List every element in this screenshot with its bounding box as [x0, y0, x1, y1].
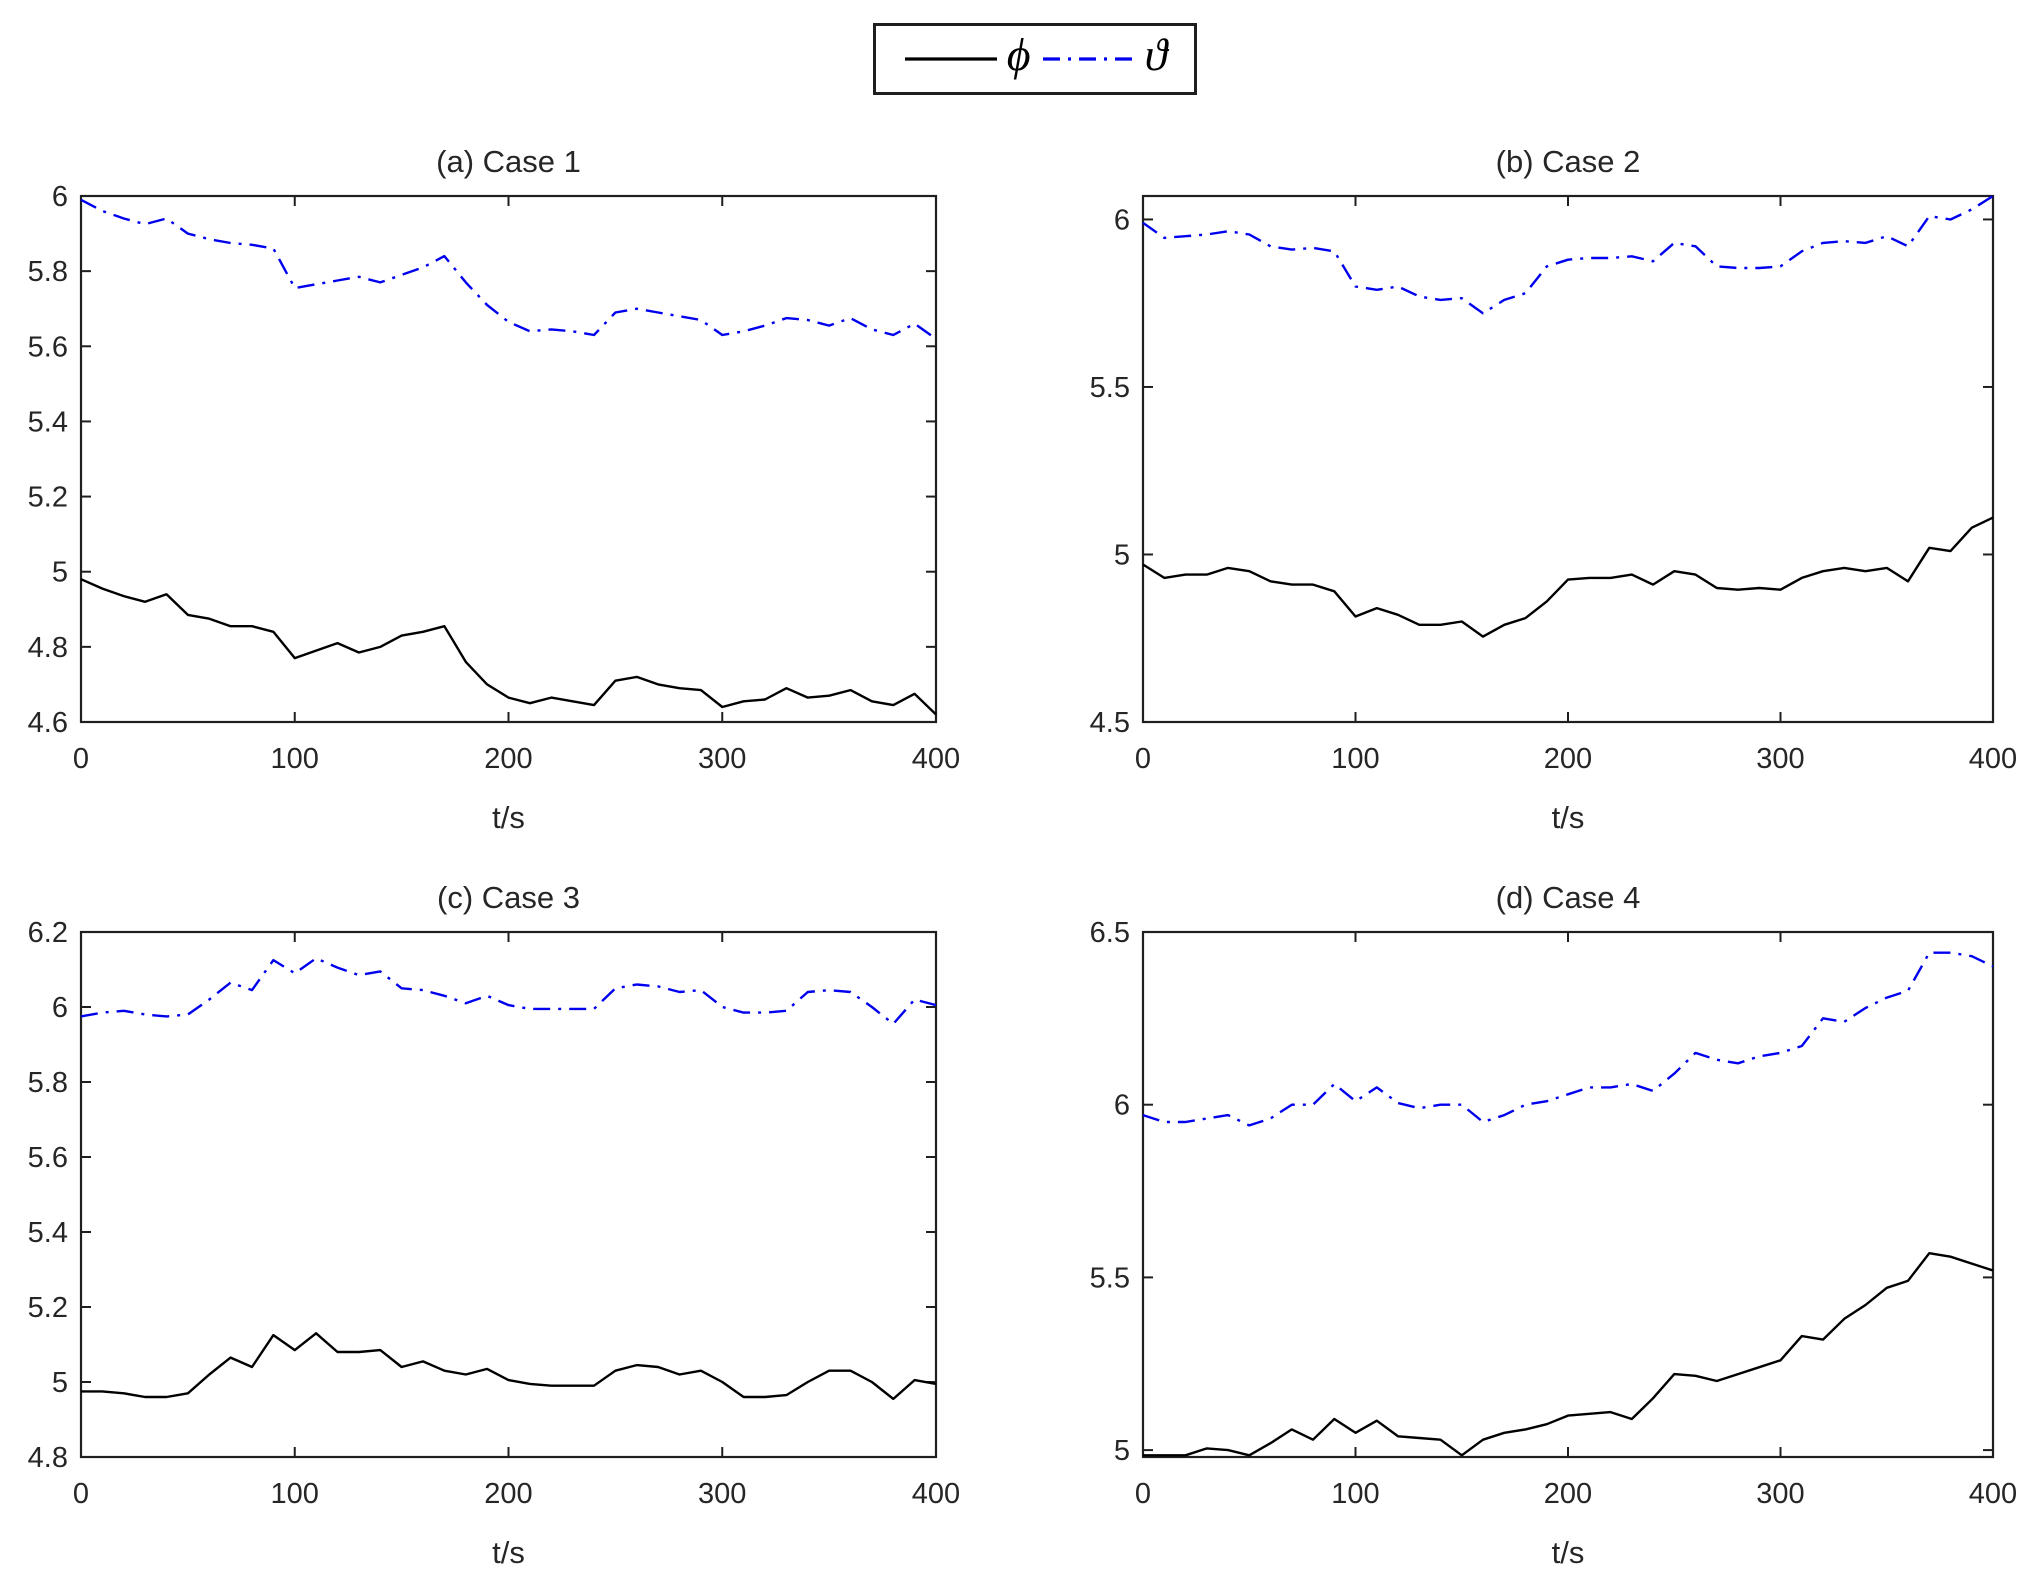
case1-vartheta-line — [80, 198, 937, 340]
x-tick-label: 200 — [484, 743, 532, 775]
x-tick-label: 300 — [1756, 743, 1804, 775]
y-tick-label: 5.8 — [28, 1067, 68, 1099]
y-tick-label: 5 — [1114, 1435, 1130, 1467]
x-tick-label: 0 — [73, 743, 89, 775]
x-tick-label: 400 — [1969, 743, 2017, 775]
x-tick-label: 300 — [1756, 1478, 1804, 1510]
x-axis-label-case4: t/s — [1552, 1535, 1585, 1570]
y-tick-label: 5.5 — [1090, 1262, 1130, 1294]
subplot-case3: (c) Case 3 t/s 0 100 200 300 400 4.8 5 5.2 5.4 5.6 5… — [28, 880, 961, 1570]
y-tick-label: 6.2 — [28, 917, 68, 949]
axes-box-case4 — [1141, 930, 1995, 1459]
case2-vartheta-line — [1142, 194, 1994, 315]
y-tick-label: 5.6 — [28, 331, 68, 363]
subplot-title-case2: (b) Case 2 — [1496, 144, 1641, 179]
case2-phi-line — [1142, 516, 1994, 638]
case4-vartheta-line — [1142, 951, 1994, 1127]
x-axis-label-case3: t/s — [492, 1535, 525, 1570]
phi-line-sample — [904, 57, 997, 61]
x-tick-label: 100 — [271, 743, 319, 775]
x-tick-label: 0 — [1135, 743, 1151, 775]
subplot-case1: (a) Case 1 t/s 0 100 200 300 400 4.6 4.8 5 5.2 5.4 5… — [28, 144, 961, 835]
x-tick-label: 400 — [1969, 1478, 2017, 1510]
legend-vartheta-label: ϑ — [1144, 29, 1168, 80]
case4-phi-line — [1143, 1251, 1994, 1457]
x-tick-label: 400 — [912, 1478, 960, 1510]
x-tick-label: 200 — [484, 1478, 532, 1510]
y-tick-label: 4.5 — [1090, 707, 1130, 739]
y-tick-label: 6 — [1114, 1090, 1130, 1122]
case3-phi-line — [81, 1332, 937, 1401]
subplot-title-case4: (d) Case 4 — [1496, 880, 1641, 915]
x-tick-label: 100 — [1331, 1478, 1379, 1510]
y-tick-label: 4.8 — [28, 632, 68, 664]
x-tick-label: 300 — [698, 743, 746, 775]
legend: ϕ ϑ — [873, 23, 1197, 95]
axes-box-case1 — [79, 194, 938, 724]
vartheta-line-sample — [1042, 57, 1135, 61]
case1-phi-line — [80, 578, 937, 716]
y-tick-label: 5.4 — [28, 406, 68, 438]
x-tick-label: 400 — [912, 743, 960, 775]
x-tick-label: 0 — [1135, 1478, 1151, 1510]
y-tick-label: 6 — [1114, 204, 1130, 236]
legend-phi-label: ϕ — [1006, 29, 1031, 80]
legend-phi-item: ϕ — [903, 32, 1031, 82]
x-axis-label-case2: t/s — [1552, 800, 1585, 835]
y-tick-label: 5.2 — [28, 482, 68, 514]
x-tick-label: 0 — [73, 1478, 89, 1510]
y-tick-label: 5 — [1114, 539, 1130, 571]
y-tick-label: 5.6 — [28, 1142, 68, 1174]
y-tick-label: 4.6 — [28, 707, 68, 739]
y-tick-label: 5.4 — [28, 1217, 68, 1249]
x-axis-label-case1: t/s — [492, 800, 525, 835]
x-tick-label: 100 — [1331, 743, 1379, 775]
subplot-title-case1: (a) Case 1 — [436, 144, 581, 179]
x-tick-label: 300 — [698, 1478, 746, 1510]
subplot-case4: (d) Case 4 t/s 0 100 200 300 400 5 5.5 6 6.5 — [1090, 880, 2018, 1570]
x-tick-label: 200 — [1544, 1478, 1592, 1510]
axes-box-case3 — [79, 930, 938, 1459]
legend-vartheta-item: ϑ — [1041, 32, 1167, 82]
y-tick-label: 5.5 — [1090, 372, 1130, 404]
subplot-case2: (b) Case 2 t/s 0 100 200 300 400 4.5 5 5.5 6 — [1090, 144, 2018, 835]
y-tick-label: 4.8 — [28, 1442, 68, 1474]
y-tick-label: 5.2 — [28, 1292, 68, 1324]
case3-vartheta-line — [80, 957, 937, 1026]
x-tick-label: 100 — [271, 1478, 319, 1510]
y-tick-label: 5 — [52, 557, 68, 589]
y-tick-label: 5 — [52, 1367, 68, 1399]
y-tick-label: 6 — [52, 181, 68, 213]
x-tick-label: 200 — [1544, 743, 1592, 775]
axes-box-case2 — [1141, 194, 1995, 724]
y-tick-label: 6 — [52, 992, 68, 1024]
y-tick-label: 5.8 — [28, 256, 68, 288]
y-tick-label: 6.5 — [1090, 917, 1130, 949]
subplot-title-case3: (c) Case 3 — [437, 880, 580, 915]
